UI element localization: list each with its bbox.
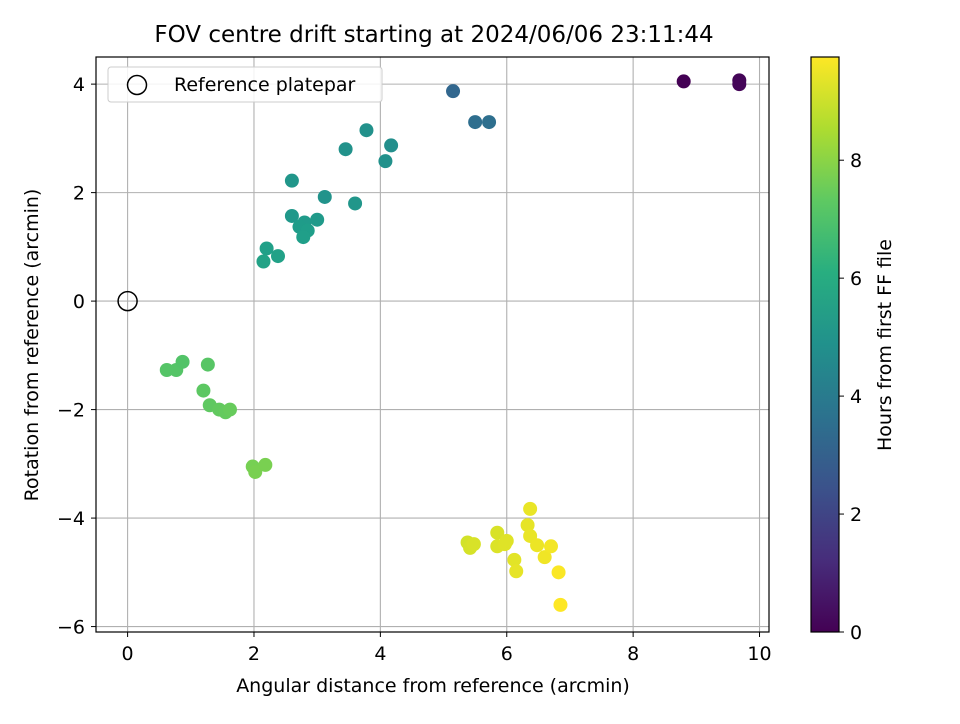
data-point bbox=[384, 138, 399, 153]
x-tick-label: 10 bbox=[747, 643, 771, 665]
reference-marker-group bbox=[117, 290, 138, 312]
x-tick-label: 4 bbox=[374, 643, 386, 665]
data-point bbox=[446, 84, 461, 99]
data-points bbox=[159, 73, 747, 612]
data-point bbox=[499, 533, 514, 548]
colorbar: 0 2 4 6 8 Hours from first FF file bbox=[810, 56, 896, 644]
data-point bbox=[468, 115, 483, 130]
y-tick-label: −6 bbox=[57, 617, 85, 639]
data-point bbox=[520, 518, 535, 533]
axis-ticks: 0 2 4 6 8 10 4 2 0 −2 −4 −6 bbox=[57, 74, 772, 665]
data-point bbox=[259, 241, 274, 256]
y-axis-label: Rotation from reference (arcmin) bbox=[21, 189, 43, 502]
data-point bbox=[523, 501, 538, 516]
colorbar-label: Hours from first FF file bbox=[874, 239, 896, 451]
data-point bbox=[553, 597, 568, 612]
data-point bbox=[175, 354, 190, 369]
legend: Reference platepar bbox=[107, 66, 383, 103]
data-point bbox=[256, 254, 271, 269]
data-point bbox=[222, 402, 237, 417]
y-tick-label: 4 bbox=[73, 74, 85, 96]
y-tick-label: −4 bbox=[57, 508, 85, 530]
colorbar-gradient bbox=[810, 56, 840, 633]
legend-reference-marker bbox=[126, 74, 148, 96]
data-point bbox=[270, 249, 285, 264]
colorbar-tick-label: 8 bbox=[850, 150, 862, 172]
data-point bbox=[543, 539, 558, 554]
data-point bbox=[378, 154, 393, 169]
data-point bbox=[537, 550, 552, 565]
data-point bbox=[359, 123, 374, 138]
data-point bbox=[200, 357, 215, 372]
data-point bbox=[284, 208, 299, 223]
data-point bbox=[676, 74, 691, 89]
plot-frame bbox=[95, 56, 770, 633]
data-point bbox=[284, 173, 299, 188]
colorbar-tick-label: 0 bbox=[850, 622, 862, 644]
data-point bbox=[507, 552, 522, 567]
data-point bbox=[551, 565, 566, 580]
y-tick-label: 2 bbox=[73, 183, 85, 205]
data-point bbox=[509, 564, 524, 579]
data-point bbox=[248, 464, 263, 479]
colorbar-tick-label: 4 bbox=[850, 386, 862, 408]
data-point bbox=[348, 196, 363, 211]
x-axis-label: Angular distance from reference (arcmin) bbox=[236, 675, 630, 697]
data-point bbox=[338, 142, 353, 157]
reference-platepar-marker bbox=[117, 290, 138, 312]
data-point bbox=[490, 525, 505, 540]
x-tick-label: 2 bbox=[248, 643, 260, 665]
data-point bbox=[466, 537, 481, 552]
data-point bbox=[310, 212, 325, 227]
legend-box bbox=[107, 66, 383, 103]
data-point bbox=[317, 189, 332, 204]
y-tick-label: −2 bbox=[57, 400, 85, 422]
x-tick-label: 8 bbox=[627, 643, 639, 665]
data-point bbox=[196, 383, 211, 398]
legend-entry-label: Reference platepar bbox=[174, 74, 356, 96]
chart-title: FOV centre drift starting at 2024/06/06 … bbox=[154, 22, 713, 48]
data-point bbox=[530, 538, 545, 553]
x-tick-label: 6 bbox=[501, 643, 513, 665]
data-point bbox=[482, 115, 497, 130]
data-point bbox=[258, 457, 273, 472]
colorbar-tick-label: 6 bbox=[850, 268, 862, 290]
grid-lines bbox=[96, 57, 769, 632]
data-point bbox=[296, 230, 311, 245]
x-tick-label: 0 bbox=[122, 643, 134, 665]
data-point bbox=[732, 77, 747, 92]
colorbar-ticks: 0 2 4 6 8 bbox=[839, 150, 862, 644]
colorbar-tick-label: 2 bbox=[850, 504, 862, 526]
y-tick-label: 0 bbox=[73, 291, 85, 313]
